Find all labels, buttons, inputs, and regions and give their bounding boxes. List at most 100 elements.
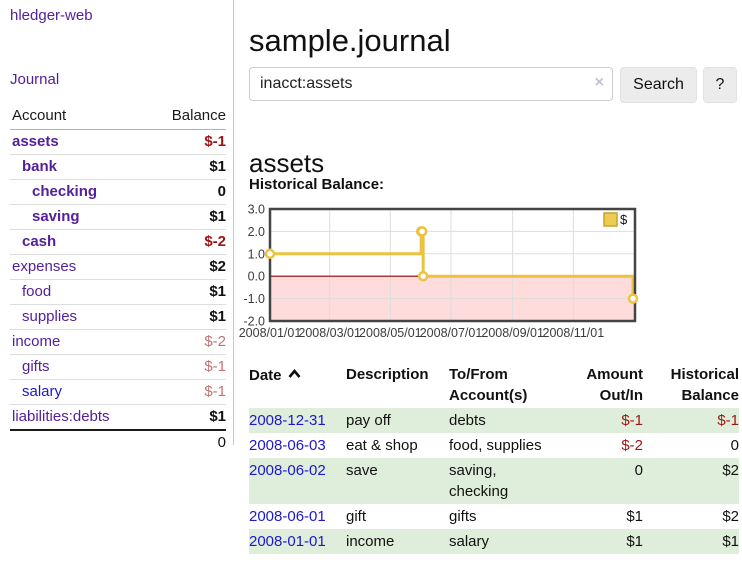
sidebar-item-journal[interactable]: Journal (10, 71, 60, 88)
account-link[interactable]: expenses (12, 258, 77, 275)
account-balance: $-1 (149, 354, 226, 380)
register-header-date: Date (249, 362, 346, 408)
transaction-description: pay off (346, 408, 449, 433)
svg-text:2008/09/01: 2008/09/01 (481, 326, 544, 340)
account-heading: assets (249, 147, 325, 178)
search-input[interactable] (249, 67, 613, 101)
account-balance: $1 (149, 304, 226, 330)
account-row: income $-2 (10, 329, 226, 355)
sort-ascending-icon (288, 364, 301, 385)
svg-text:2.0: 2.0 (248, 225, 265, 239)
transaction-description: gift (346, 508, 367, 525)
chart-title: Historical Balance: (249, 176, 385, 193)
search-button[interactable]: Search (620, 67, 697, 103)
account-balance: $-1 (204, 133, 226, 150)
transaction-amount: $-2 (621, 437, 643, 454)
register-header-amount: Amount Out/In (586, 366, 643, 404)
brand-link[interactable]: hledger-web (10, 7, 93, 24)
account-link[interactable]: liabilities:debts (12, 408, 110, 425)
account-balance: $-2 (149, 229, 226, 255)
svg-text:2008/07/01: 2008/07/01 (420, 326, 483, 340)
account-link[interactable]: salary (22, 383, 63, 400)
register-row: 2008-12-31 pay off debts $-1 $-1 (249, 408, 739, 433)
transaction-accounts: salary (449, 529, 581, 554)
transaction-amount: $-1 (581, 408, 643, 433)
register-table: Date Description To/From Account(s) Amou… (249, 362, 739, 554)
register-row: 2008-06-02 save saving, checking 0 $2 (249, 458, 739, 504)
account-link[interactable]: food (22, 283, 52, 300)
account-link[interactable]: assets (12, 133, 59, 150)
accounts-header-account: Account (10, 104, 150, 130)
account-balance: 0 (149, 179, 226, 205)
accounts-total-row: 0 (10, 429, 226, 455)
account-row: liabilities:debts $1 (10, 404, 226, 430)
chart-legend: $ (603, 212, 628, 227)
transaction-balance: $2 (722, 508, 739, 525)
transaction-amount: 0 (581, 458, 643, 504)
svg-text:2008/05/01: 2008/05/01 (359, 326, 422, 340)
transaction-accounts: food, supplies (449, 437, 542, 454)
register-row: 2008-06-03 eat & shop food, supplies $-2 0 (249, 433, 739, 458)
help-button[interactable]: ? (703, 67, 737, 103)
register-header-balance: Historical Balance (670, 366, 739, 404)
account-row: supplies $1 (10, 304, 226, 330)
register-row: 2008-01-01 income salary $1 $1 (249, 529, 739, 554)
account-row: gifts $-1 (10, 354, 226, 380)
transaction-date-link[interactable]: 2008-06-02 (249, 462, 326, 479)
register-header-description: Description (346, 366, 429, 383)
account-link[interactable]: bank (22, 158, 58, 175)
account-balance: $-1 (149, 379, 226, 405)
transaction-description: save (346, 458, 449, 504)
svg-text:-1.0: -1.0 (243, 292, 265, 306)
account-link[interactable]: checking (32, 183, 98, 200)
account-row: assets $-1 (10, 130, 226, 155)
accounts-balance-table: Account Balance assets $-1 bank $1 checking 0… (10, 104, 226, 455)
search-form: × Search ? (249, 67, 739, 103)
transaction-accounts: debts (449, 408, 581, 433)
account-row: food $1 (10, 279, 226, 305)
svg-text:1.0: 1.0 (248, 247, 265, 261)
account-row: cash $-2 (10, 229, 226, 255)
legend-swatch-icon (603, 212, 618, 227)
account-link[interactable]: income (12, 333, 61, 350)
account-row: expenses $2 (10, 254, 226, 280)
clear-search-icon[interactable]: × (594, 74, 604, 91)
transaction-date-link[interactable]: 2008-06-03 (249, 437, 326, 454)
transaction-accounts: saving, checking (449, 458, 581, 504)
transaction-date-link[interactable]: 2008-01-01 (249, 533, 326, 550)
account-link[interactable]: cash (22, 233, 57, 250)
page-title: sample.journal (249, 22, 451, 58)
account-row: checking 0 (10, 179, 226, 205)
legend-label: $ (620, 212, 628, 227)
register-header-tofrom: To/From Account(s) (449, 366, 528, 404)
transaction-balance: 0 (730, 437, 739, 454)
transaction-balance: $1 (643, 529, 739, 554)
transaction-date-link[interactable]: 2008-12-31 (249, 412, 326, 429)
transaction-date-link[interactable]: 2008-06-01 (249, 508, 326, 525)
main-content: sample.journal × Search ? assets Histori… (239, 0, 739, 582)
transaction-description: eat & shop (346, 437, 418, 454)
account-link[interactable]: saving (32, 208, 80, 225)
account-row: salary $-1 (10, 379, 226, 405)
account-link[interactable]: supplies (22, 308, 78, 325)
svg-text:0.0: 0.0 (248, 270, 265, 284)
account-balance: $1 (149, 204, 226, 230)
sidebar: hledger-web Journal Account Balance asse… (0, 0, 234, 455)
account-balance: $2 (149, 254, 226, 280)
account-balance: $1 (149, 404, 226, 430)
account-balance: $-2 (149, 329, 226, 355)
accounts-header-balance: Balance (149, 104, 226, 130)
svg-text:2008/03/01: 2008/03/01 (298, 326, 361, 340)
transaction-amount: $1 (626, 508, 643, 525)
account-row: saving $1 (10, 204, 226, 230)
account-link[interactable]: gifts (22, 358, 50, 375)
account-balance: $1 (149, 154, 226, 180)
transaction-balance: $2 (643, 458, 739, 504)
accounts-total-value: 0 (149, 429, 226, 455)
transaction-accounts: gifts (449, 508, 477, 525)
register-row: 2008-06-01 gift gifts $1 $2 (249, 504, 739, 529)
svg-text:2008/01/01: 2008/01/01 (239, 326, 302, 340)
transaction-balance: $-1 (643, 408, 739, 433)
account-balance: $1 (149, 279, 226, 305)
